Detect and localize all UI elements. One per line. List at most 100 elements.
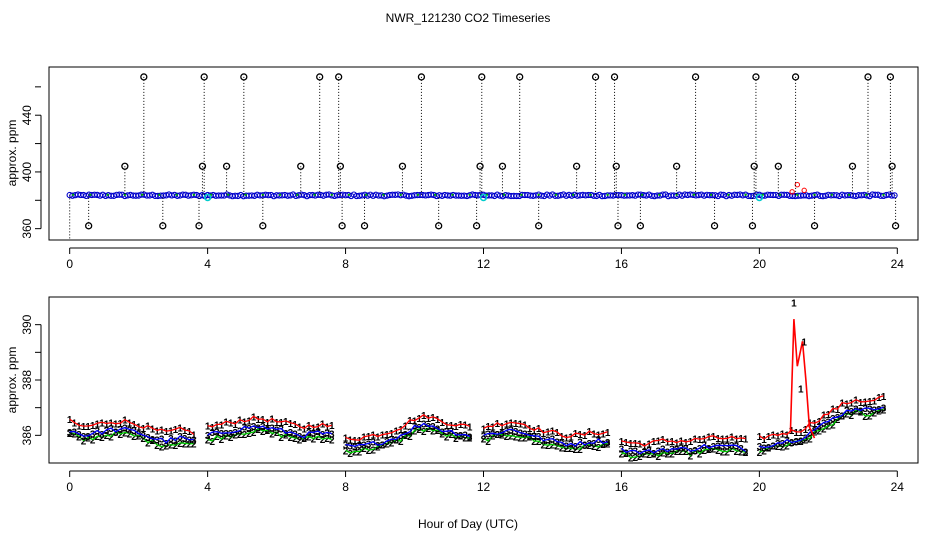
series-2-marker: 2 bbox=[117, 430, 123, 441]
lower-y-tick-label: 386 bbox=[20, 425, 34, 445]
series-1-marker: 1 bbox=[416, 414, 422, 425]
series-2-marker: 2 bbox=[872, 408, 878, 419]
series-1-marker: 1 bbox=[343, 433, 349, 444]
series-3-line bbox=[483, 428, 608, 447]
series-2-marker: 2 bbox=[412, 426, 418, 437]
series-3-marker: 3 bbox=[780, 439, 786, 450]
series-2-marker: 2 bbox=[665, 449, 671, 460]
series-2-marker: 2 bbox=[660, 448, 666, 459]
baseline-point bbox=[645, 191, 653, 198]
baseline-speck bbox=[847, 193, 851, 196]
series-1-marker: 1 bbox=[701, 435, 707, 446]
series-3-marker: 3 bbox=[881, 403, 887, 414]
series-3-marker: 3 bbox=[821, 419, 827, 430]
series-1-marker: 1 bbox=[72, 418, 78, 429]
series-3-marker: 3 bbox=[720, 442, 726, 453]
series-1-marker: 1 bbox=[734, 435, 740, 446]
series-2-marker: 2 bbox=[835, 415, 841, 426]
series-2-marker: 2 bbox=[357, 447, 363, 458]
baseline-point bbox=[530, 192, 537, 199]
series-1-marker: 1 bbox=[439, 418, 445, 429]
series-1-marker: 1 bbox=[389, 429, 395, 440]
series-2-marker: 2 bbox=[416, 425, 422, 436]
series-3-marker: 3 bbox=[830, 414, 836, 425]
series-3-line bbox=[69, 426, 194, 444]
baseline-speck bbox=[330, 193, 333, 196]
series-1-marker: 1 bbox=[513, 419, 519, 430]
series-2-marker: 2 bbox=[435, 426, 441, 437]
series-2-marker: 2 bbox=[844, 409, 850, 420]
series-2-marker: 2 bbox=[536, 437, 542, 448]
series-2-marker: 2 bbox=[306, 433, 312, 444]
series-1-marker: 1 bbox=[793, 428, 799, 439]
baseline-point bbox=[494, 191, 501, 198]
series-2-marker: 2 bbox=[688, 452, 694, 463]
outlier-point bbox=[591, 73, 600, 81]
lower-x-tick-label: 16 bbox=[615, 480, 629, 494]
series-2-marker: 2 bbox=[72, 430, 78, 441]
series-2-marker: 2 bbox=[577, 445, 583, 456]
series-3-marker: 3 bbox=[315, 427, 321, 438]
series-3-marker: 3 bbox=[835, 413, 841, 424]
series-2-marker: 2 bbox=[839, 411, 845, 422]
series-1-marker: 1 bbox=[729, 432, 735, 443]
series-1-line bbox=[621, 435, 746, 447]
series-1-marker: 1 bbox=[791, 299, 797, 310]
upper-x-tick-label: 8 bbox=[342, 257, 349, 271]
baseline-speck bbox=[175, 193, 178, 196]
baseline-speck bbox=[571, 193, 575, 196]
upper-x-tick-label: 16 bbox=[615, 257, 629, 271]
series-3-marker: 3 bbox=[527, 431, 533, 442]
series-2-marker: 2 bbox=[343, 446, 349, 457]
series-2-marker: 2 bbox=[366, 446, 372, 457]
series-1-marker: 1 bbox=[232, 420, 238, 431]
series-1-marker: 1 bbox=[255, 415, 261, 426]
series-1-marker: 1 bbox=[835, 405, 841, 416]
series-3-marker: 3 bbox=[260, 422, 266, 433]
baseline-speck bbox=[537, 193, 540, 196]
series-2-marker: 2 bbox=[76, 432, 82, 443]
series-1-marker: 1 bbox=[94, 419, 100, 430]
baseline-point bbox=[891, 192, 898, 199]
outlier-point bbox=[535, 222, 543, 230]
series-3-marker: 3 bbox=[90, 429, 96, 440]
series-1-marker: 1 bbox=[743, 435, 749, 446]
series-3-marker: 3 bbox=[761, 443, 767, 454]
series-1-marker: 1 bbox=[637, 439, 643, 450]
series-1-marker: 1 bbox=[352, 436, 358, 447]
series-1-marker: 1 bbox=[596, 431, 602, 442]
lower-x-tick-label: 24 bbox=[891, 480, 905, 494]
series-1-marker: 1 bbox=[412, 417, 418, 428]
series-1-line bbox=[207, 415, 332, 430]
series-2-marker: 2 bbox=[430, 427, 436, 438]
series-1-marker: 1 bbox=[826, 410, 832, 421]
outlier-point bbox=[159, 222, 167, 230]
series-1-line bbox=[69, 418, 195, 435]
series-3-marker: 3 bbox=[186, 436, 192, 447]
series-1-marker: 1 bbox=[481, 424, 487, 435]
series-2-marker: 2 bbox=[642, 450, 648, 461]
series-2-marker: 2 bbox=[205, 435, 211, 446]
series-3-marker: 3 bbox=[738, 444, 744, 455]
flagged-point bbox=[755, 193, 764, 202]
baseline-speck bbox=[468, 193, 471, 196]
series-3-marker: 3 bbox=[839, 411, 845, 422]
series-3-marker: 3 bbox=[274, 425, 280, 436]
series-1-marker: 1 bbox=[458, 420, 464, 431]
series-3-marker: 3 bbox=[182, 434, 188, 445]
series-1-marker: 1 bbox=[131, 420, 137, 431]
series-3-marker: 3 bbox=[343, 441, 349, 452]
baseline-speck bbox=[865, 193, 868, 196]
series-3-line bbox=[345, 422, 470, 447]
series-1-spike bbox=[789, 319, 816, 439]
outlier-point bbox=[336, 162, 345, 170]
series-2-marker: 2 bbox=[439, 429, 445, 440]
series-3-marker: 3 bbox=[651, 449, 657, 460]
spike-point bbox=[794, 181, 801, 188]
series-1-marker: 1 bbox=[490, 423, 496, 434]
outlier-point bbox=[748, 222, 757, 230]
series-1-marker: 1 bbox=[858, 398, 864, 409]
series-1-marker: 1 bbox=[311, 423, 317, 434]
series-2-marker: 2 bbox=[108, 432, 114, 443]
series-2-marker: 2 bbox=[242, 430, 248, 441]
